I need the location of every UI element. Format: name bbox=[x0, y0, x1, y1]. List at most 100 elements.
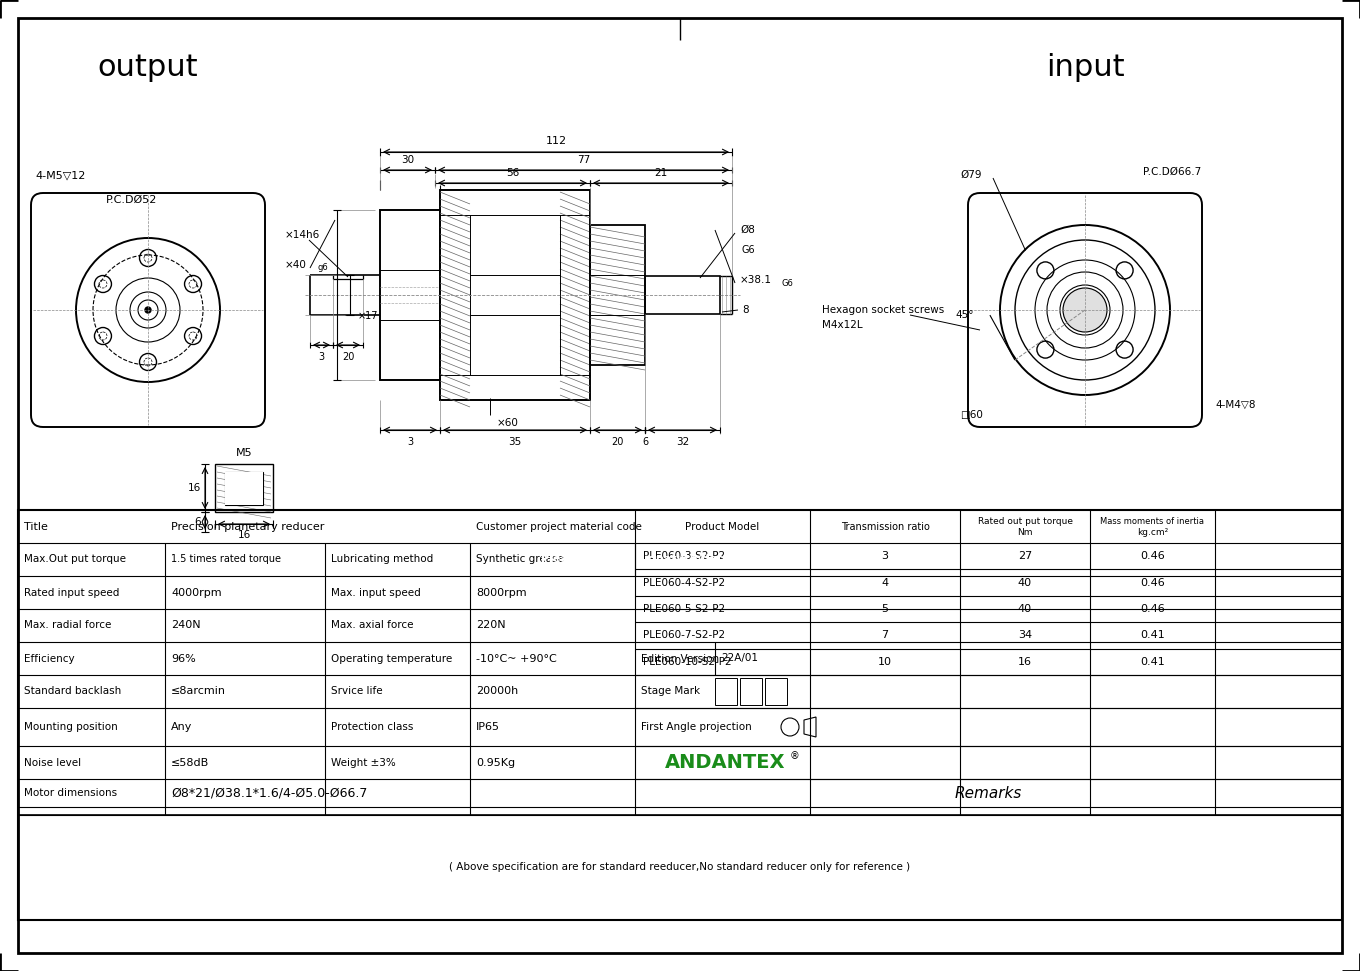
Text: 4-M5▽12: 4-M5▽12 bbox=[35, 170, 86, 180]
Text: Customer project material code: Customer project material code bbox=[476, 521, 642, 531]
Text: Rated input speed: Rated input speed bbox=[24, 587, 120, 597]
Text: 5: 5 bbox=[881, 604, 888, 614]
Text: Ø79: Ø79 bbox=[960, 170, 982, 180]
Text: Rated out put torque: Rated out put torque bbox=[978, 517, 1073, 526]
Text: G6: G6 bbox=[782, 279, 794, 287]
Text: 8: 8 bbox=[743, 305, 748, 315]
Text: First Angle projection: First Angle projection bbox=[641, 722, 752, 732]
Text: 22A/01: 22A/01 bbox=[721, 653, 758, 663]
Text: Transmission ratio: Transmission ratio bbox=[840, 521, 929, 531]
Text: Max. radial force: Max. radial force bbox=[24, 620, 112, 630]
Bar bbox=[590, 225, 645, 365]
Text: Noise level: Noise level bbox=[24, 757, 82, 767]
Text: Weight ±3%: Weight ±3% bbox=[330, 757, 396, 767]
Text: Please confirm signature/date: Please confirm signature/date bbox=[541, 554, 729, 564]
Text: P.C.DØ52: P.C.DØ52 bbox=[106, 195, 158, 205]
Text: PLE060-10-S2-P2: PLE060-10-S2-P2 bbox=[643, 656, 732, 667]
Bar bbox=[379, 210, 441, 380]
Text: 16: 16 bbox=[238, 530, 250, 540]
Text: output: output bbox=[98, 53, 199, 83]
Text: 112: 112 bbox=[545, 136, 567, 146]
Text: Efficiency: Efficiency bbox=[24, 653, 75, 663]
Text: Max. input speed: Max. input speed bbox=[330, 587, 420, 597]
Text: M5: M5 bbox=[235, 448, 253, 458]
Bar bbox=[645, 276, 719, 314]
Text: 4000rpm: 4000rpm bbox=[171, 587, 222, 597]
Text: Operating temperature: Operating temperature bbox=[330, 653, 453, 663]
Text: ≤8arcmin: ≤8arcmin bbox=[171, 686, 226, 696]
Text: 0.46: 0.46 bbox=[1140, 604, 1166, 614]
Text: Standard backlash: Standard backlash bbox=[24, 686, 121, 696]
Text: 8000rpm: 8000rpm bbox=[476, 587, 526, 597]
Text: ×17: ×17 bbox=[358, 311, 378, 321]
Bar bbox=[740, 678, 762, 705]
Text: Product Model: Product Model bbox=[685, 521, 760, 531]
Text: 4-M4▽8: 4-M4▽8 bbox=[1214, 400, 1255, 410]
Bar bbox=[715, 678, 737, 705]
Text: Srvice life: Srvice life bbox=[330, 686, 382, 696]
Text: G6: G6 bbox=[743, 245, 756, 255]
Text: 3: 3 bbox=[407, 437, 413, 447]
Text: 0.95Kg: 0.95Kg bbox=[476, 757, 515, 767]
Text: -10°C~ +90°C: -10°C~ +90°C bbox=[476, 653, 556, 663]
Bar bbox=[18, 510, 1342, 920]
Text: 27: 27 bbox=[1017, 552, 1032, 561]
Text: 20: 20 bbox=[341, 352, 354, 362]
Text: P.C.DØ66.7: P.C.DØ66.7 bbox=[1142, 167, 1201, 177]
Text: ®: ® bbox=[790, 751, 800, 761]
Text: Mass moments of inertia: Mass moments of inertia bbox=[1100, 517, 1205, 526]
Text: Precision planetary reducer: Precision planetary reducer bbox=[171, 521, 325, 531]
Circle shape bbox=[146, 307, 151, 313]
Text: 6: 6 bbox=[194, 517, 201, 527]
Bar bbox=[441, 190, 590, 400]
Text: Edition Version: Edition Version bbox=[641, 653, 719, 663]
Text: Any: Any bbox=[171, 722, 192, 732]
Text: kg.cm²: kg.cm² bbox=[1137, 528, 1168, 537]
Text: 1.5 times rated torque: 1.5 times rated torque bbox=[171, 554, 282, 564]
Text: 10: 10 bbox=[879, 656, 892, 667]
Text: 40: 40 bbox=[1017, 604, 1032, 614]
Text: PLE060-7-S2-P2: PLE060-7-S2-P2 bbox=[643, 630, 725, 641]
Text: ×40: ×40 bbox=[286, 260, 307, 270]
Text: 20000h: 20000h bbox=[476, 686, 518, 696]
Text: ×14h6: ×14h6 bbox=[286, 230, 320, 240]
Text: ×38.1: ×38.1 bbox=[740, 275, 772, 285]
Text: Remarks: Remarks bbox=[955, 786, 1023, 800]
Bar bbox=[224, 472, 262, 505]
Text: 3: 3 bbox=[318, 352, 325, 362]
Polygon shape bbox=[1064, 288, 1107, 332]
Text: 20: 20 bbox=[611, 437, 624, 447]
Text: Title: Title bbox=[24, 521, 48, 531]
Bar bbox=[215, 464, 273, 512]
Text: 0.46: 0.46 bbox=[1140, 578, 1166, 587]
Text: 16: 16 bbox=[1019, 656, 1032, 667]
Text: Synthetic grease: Synthetic grease bbox=[476, 554, 564, 564]
Text: 0.41: 0.41 bbox=[1140, 656, 1166, 667]
Text: ANDANTEX: ANDANTEX bbox=[665, 753, 786, 772]
Text: 34: 34 bbox=[1017, 630, 1032, 641]
Bar bbox=[224, 472, 262, 505]
Text: PLE060-4-S2-P2: PLE060-4-S2-P2 bbox=[643, 578, 725, 587]
Text: 30: 30 bbox=[401, 155, 413, 165]
Text: 45°: 45° bbox=[956, 310, 974, 320]
Text: ≤58dB: ≤58dB bbox=[171, 757, 209, 767]
Text: 6: 6 bbox=[642, 437, 649, 447]
Text: 32: 32 bbox=[676, 437, 690, 447]
Text: Nm: Nm bbox=[1017, 528, 1032, 537]
Text: 21: 21 bbox=[654, 168, 668, 178]
Text: 16: 16 bbox=[188, 483, 201, 493]
Text: g6: g6 bbox=[317, 263, 328, 273]
Text: IP65: IP65 bbox=[476, 722, 500, 732]
Text: Protection class: Protection class bbox=[330, 722, 413, 732]
Text: □60: □60 bbox=[960, 410, 983, 420]
Text: 35: 35 bbox=[509, 437, 522, 447]
Text: ( Above specification are for standard reeducer,No standard reducer only for ref: ( Above specification are for standard r… bbox=[449, 862, 911, 873]
Text: Ø8: Ø8 bbox=[740, 225, 755, 235]
Text: 96%: 96% bbox=[171, 653, 196, 663]
Text: Hexagon socket screws: Hexagon socket screws bbox=[821, 305, 944, 315]
Text: Stage Mark: Stage Mark bbox=[641, 686, 700, 696]
Text: 77: 77 bbox=[577, 155, 590, 165]
Text: 56: 56 bbox=[506, 168, 520, 178]
Text: PLE060-3-S2-P2: PLE060-3-S2-P2 bbox=[643, 552, 725, 561]
Text: 3: 3 bbox=[881, 552, 888, 561]
